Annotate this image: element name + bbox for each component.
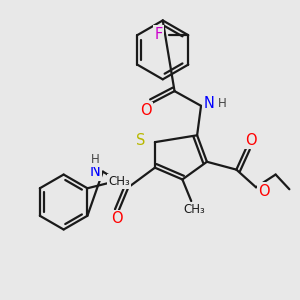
- Text: S: S: [136, 133, 146, 148]
- Text: F: F: [155, 27, 163, 42]
- Text: N: N: [203, 96, 214, 111]
- Text: CH₃: CH₃: [183, 203, 205, 216]
- Text: CH₃: CH₃: [108, 175, 130, 188]
- Text: H: H: [91, 153, 99, 166]
- Text: O: O: [245, 133, 257, 148]
- Text: H: H: [218, 98, 227, 110]
- Text: N: N: [90, 164, 101, 179]
- Text: O: O: [111, 211, 122, 226]
- Text: O: O: [140, 103, 152, 118]
- Text: O: O: [258, 184, 270, 199]
